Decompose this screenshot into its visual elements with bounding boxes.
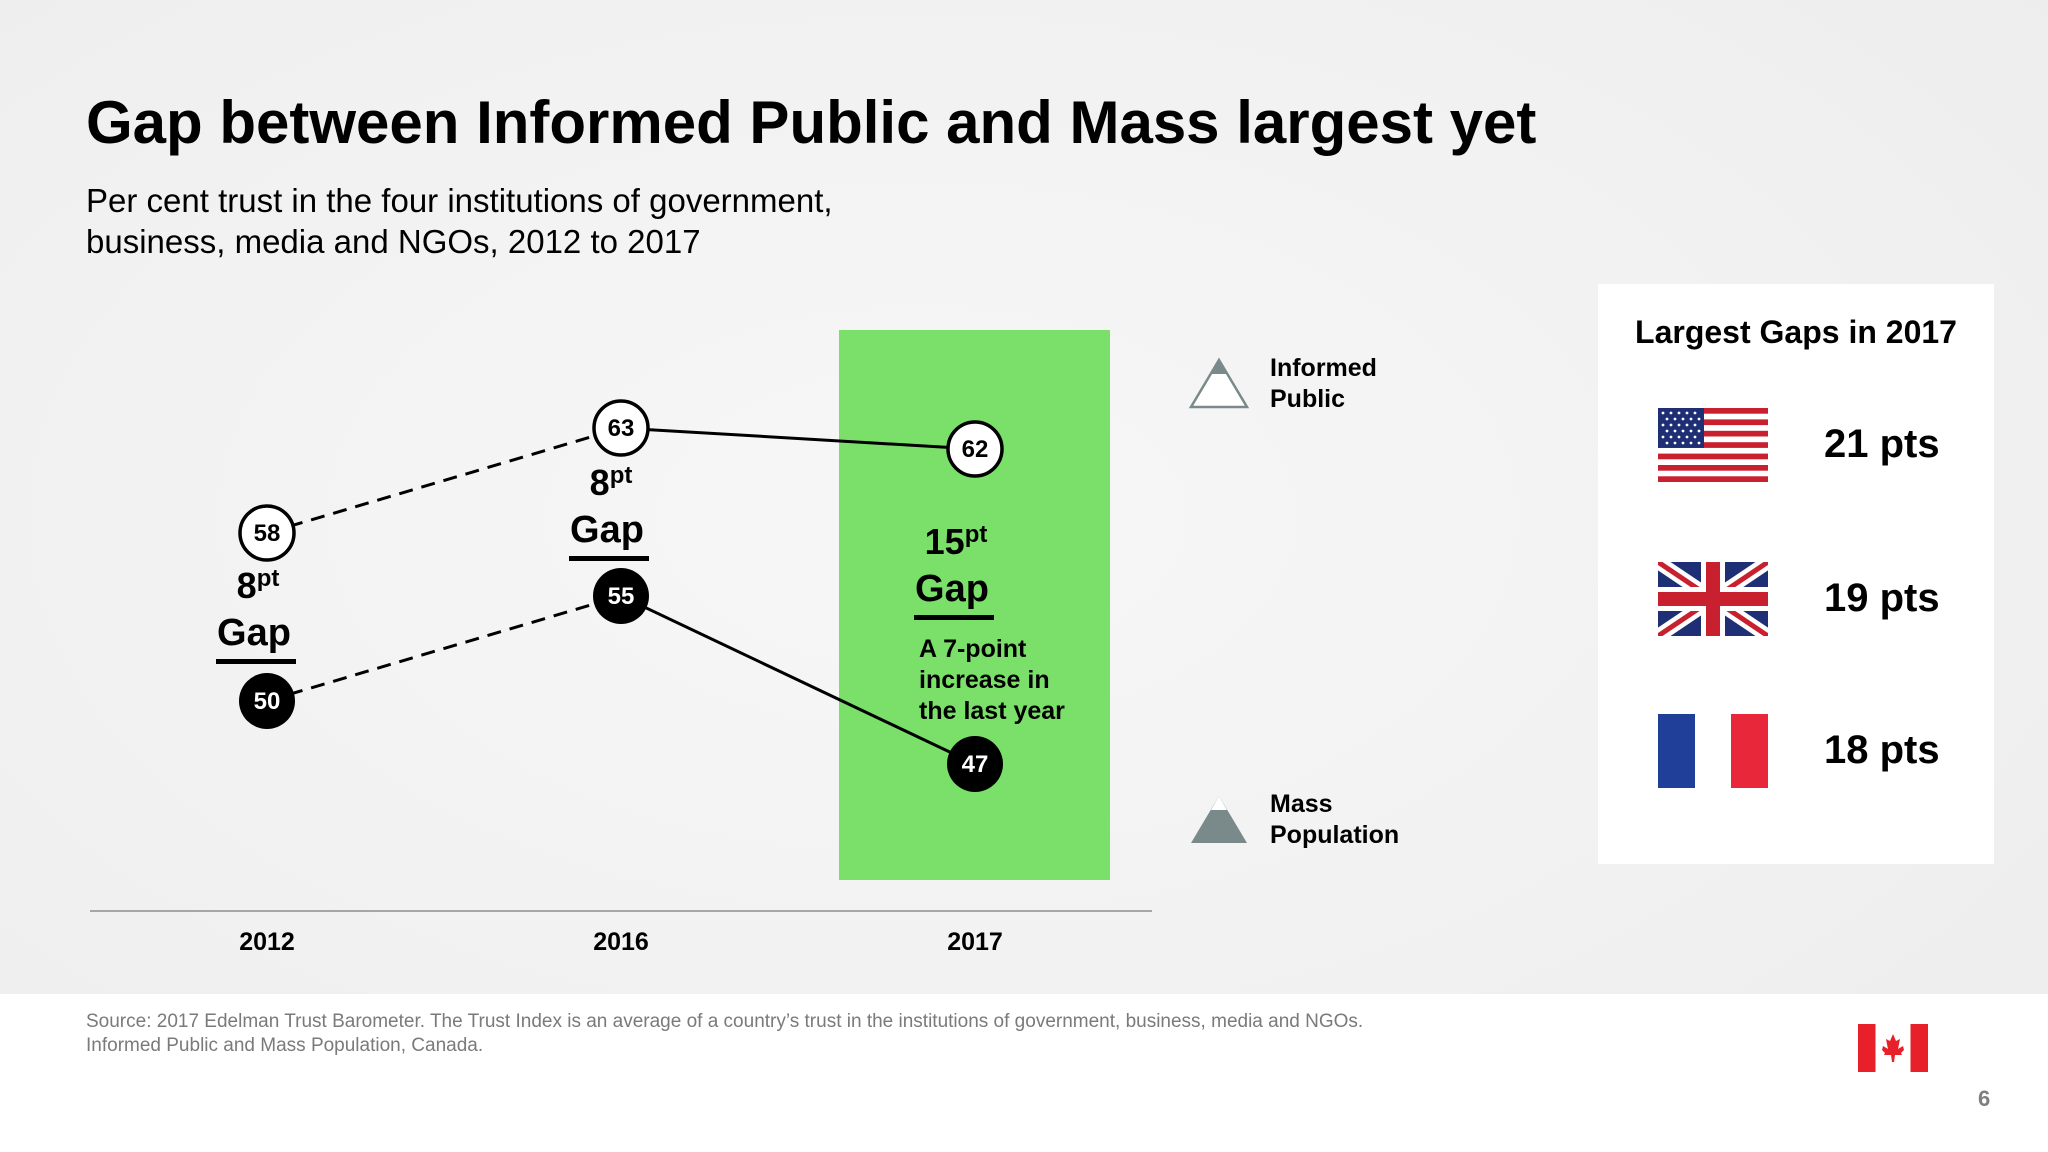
subtitle-line: business, media and NGOs, 2012 to 2017 (86, 223, 701, 260)
annotation-line: A 7-point (919, 635, 1027, 663)
gap-value: 18 pts (1824, 728, 1940, 772)
mass-legend-icon-tip (1211, 796, 1227, 810)
gap-underline (914, 615, 994, 620)
largest-gaps-panel: Largest Gaps in 2017 21 pts (1598, 284, 1994, 864)
mass-point (947, 736, 1003, 792)
usa-flag-icon (1658, 408, 1768, 482)
annotation-line: increase in (919, 666, 1050, 694)
trust-gap-chart: 58 50 63 55 62 47 8pt Gap 8pt Gap 15pt Gap A 7-point… (90, 330, 1399, 956)
mass-data-label: 50 (254, 688, 281, 715)
gap-row-usa: 21 pts (1658, 408, 1978, 484)
informed-line-2012-2016 (266, 426, 622, 535)
source-line: Informed Public and Mass Population, Can… (86, 1035, 484, 1056)
panel-title: Largest Gaps in 2017 (1635, 314, 1957, 350)
x-tick-label: 2016 (593, 928, 649, 956)
uk-flag-icon (1658, 562, 1768, 636)
legend-label: Mass (1270, 790, 1333, 818)
gap-callout-number: 8pt (590, 462, 633, 503)
canada-flag-icon (1858, 1024, 1928, 1072)
mass-line-2012-2016 (266, 594, 622, 703)
mass-data-label: 47 (962, 751, 989, 778)
informed-data-label: 63 (608, 415, 635, 442)
gap-underline (569, 556, 649, 561)
informed-data-label: 58 (254, 520, 281, 547)
source-line: Source: 2017 Edelman Trust Barometer. Th… (86, 1011, 1364, 1032)
gap-callout-word: Gap (570, 509, 644, 551)
mass-legend-icon (1191, 796, 1247, 843)
informed-legend-icon-tip (1211, 360, 1227, 374)
subtitle-line: Per cent trust in the four institutions … (86, 182, 833, 219)
gap-callout-word: Gap (915, 568, 989, 610)
source-note: Source: 2017 Edelman Trust Barometer. Th… (86, 1010, 1363, 1058)
page-number: 6 (1978, 1086, 1991, 1111)
informed-point (238, 504, 296, 562)
informed-point (592, 399, 650, 457)
mass-line-2016-2017 (620, 594, 976, 766)
informed-legend-icon (1188, 357, 1250, 409)
x-tick-label: 2017 (947, 928, 1003, 956)
france-flag-icon (1658, 714, 1768, 788)
annotation-line: the last year (919, 697, 1065, 725)
mass-point (239, 673, 295, 729)
gap-callout-number: 8pt (237, 565, 280, 606)
gap-value: 21 pts (1824, 422, 1940, 466)
informed-line-2016-2017 (620, 426, 976, 451)
page-title: Gap between Informed Public and Mass lar… (86, 89, 1537, 156)
legend-label: Informed (1270, 354, 1377, 382)
footer: Source: 2017 Edelman Trust Barometer. Th… (0, 994, 2048, 1152)
gap-value: 19 pts (1824, 576, 1940, 620)
gap-underline (216, 659, 296, 664)
legend-label: Population (1270, 821, 1399, 849)
gap-row-france: 18 pts (1658, 714, 1978, 790)
gap-callout-word: Gap (217, 612, 291, 654)
mass-point (593, 568, 649, 624)
gap-row-uk: 19 pts (1658, 562, 1978, 638)
informed-data-label: 62 (962, 436, 989, 463)
page-subtitle: Per cent trust in the four institutions … (86, 180, 906, 262)
x-tick-label: 2012 (239, 928, 295, 956)
gap-callout-number: 15pt (925, 521, 988, 562)
informed-point (946, 420, 1004, 478)
mass-data-label: 55 (608, 583, 635, 610)
legend-label: Public (1270, 385, 1345, 413)
